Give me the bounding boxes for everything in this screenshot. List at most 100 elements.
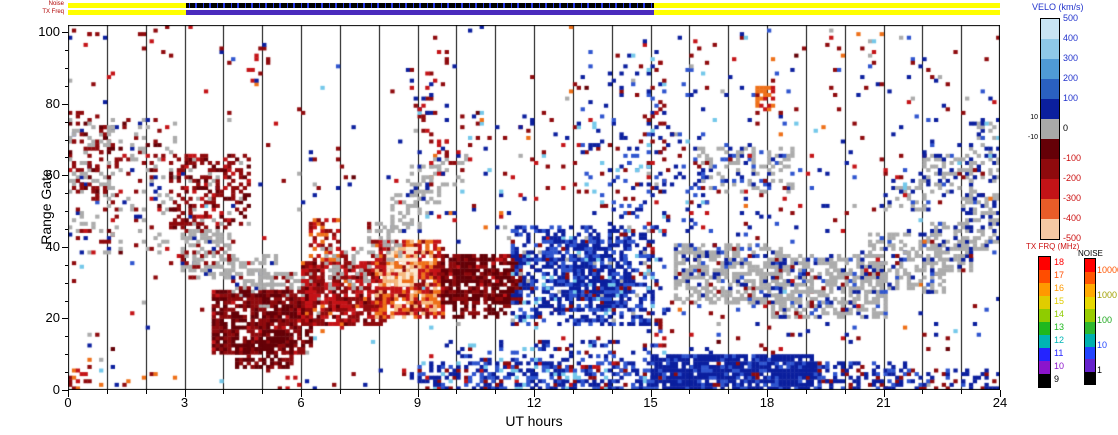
velocity-tick-label: -400 bbox=[1063, 213, 1082, 223]
rti-data-canvas bbox=[68, 25, 1000, 390]
noise-strip-segment bbox=[654, 3, 1000, 8]
noise-tick-label: 100 bbox=[1097, 314, 1113, 325]
noise-tick-label: 1 bbox=[1097, 364, 1103, 375]
y-tick bbox=[65, 211, 68, 212]
txfreq-strip-segment bbox=[68, 10, 187, 15]
x-tick-label: 12 bbox=[526, 395, 542, 410]
x-tick bbox=[1000, 390, 1001, 397]
noise-strip-segment bbox=[68, 3, 187, 8]
y-tick-label: 80 bbox=[45, 95, 60, 111]
x-tick-label: 21 bbox=[876, 395, 891, 410]
x-tick bbox=[612, 390, 613, 394]
velocity-colorbar-segment bbox=[1041, 59, 1059, 79]
x-tick-label: 3 bbox=[180, 395, 189, 410]
x-tick-label: 0 bbox=[64, 395, 72, 410]
noise-colorbar-segment bbox=[1085, 284, 1095, 297]
txfreq-strip bbox=[68, 10, 1000, 15]
velocity-colorbar-segment bbox=[1041, 99, 1059, 119]
y-tick-label: 40 bbox=[45, 238, 60, 254]
x-tick-label: 18 bbox=[759, 395, 775, 410]
txfreq-colorbar-segment bbox=[1039, 361, 1050, 374]
x-tick bbox=[845, 390, 846, 394]
velocity-colorbar-segment bbox=[1041, 179, 1059, 199]
velocity-colorbar-segment bbox=[1041, 159, 1059, 179]
txfreq-tick-label: 13 bbox=[1054, 322, 1065, 332]
velocity-tick-label: 300 bbox=[1063, 53, 1079, 63]
noise-strip bbox=[68, 3, 1000, 8]
velocity-colorbar-segment bbox=[1041, 219, 1059, 239]
velocity-tick-label: 200 bbox=[1063, 73, 1079, 83]
velocity-colorbar-segment bbox=[1041, 39, 1059, 59]
noise-colorbar-segment bbox=[1085, 321, 1095, 334]
txfreq-tick-label: 15 bbox=[1054, 296, 1065, 306]
velocity-colorbar-segment bbox=[1041, 119, 1059, 139]
y-tick bbox=[65, 372, 68, 373]
velocity-colorbar-segment bbox=[1041, 79, 1059, 99]
noise-colorbar-segment bbox=[1085, 259, 1095, 272]
noise-colorbar-segment bbox=[1085, 359, 1095, 372]
txfreq-tick-label: 10 bbox=[1054, 361, 1065, 371]
txfreq-legend-title: TX FRQ (MHz) bbox=[1026, 242, 1080, 251]
velocity-inner-label: -10 bbox=[1027, 134, 1038, 141]
txfreq-colorbar-segment bbox=[1039, 257, 1050, 270]
y-tick bbox=[65, 86, 68, 87]
txfreq-tick-label: 17 bbox=[1054, 270, 1065, 280]
txfreq-colorbar-segment bbox=[1039, 296, 1050, 309]
y-tick bbox=[62, 104, 68, 105]
velocity-colorbar-segment bbox=[1041, 139, 1059, 159]
txfreq-colorbar-segment bbox=[1039, 270, 1050, 283]
velocity-tick-label: -200 bbox=[1063, 173, 1082, 183]
noise-tick-label: 1000 bbox=[1097, 289, 1118, 300]
velocity-tick-label: 0 bbox=[1063, 123, 1069, 133]
x-tick bbox=[806, 390, 807, 394]
noise-tick-label: 10000 bbox=[1097, 264, 1118, 275]
velocity-legend-title: VELO (km/s) bbox=[1032, 2, 1084, 12]
y-tick bbox=[65, 68, 68, 69]
y-tick bbox=[65, 301, 68, 302]
txfreq-tick-label: 18 bbox=[1054, 257, 1065, 267]
velocity-colorbar-segment bbox=[1041, 19, 1059, 39]
velocity-tick-label: -100 bbox=[1063, 153, 1082, 163]
txfreq-tick-label: 14 bbox=[1054, 309, 1065, 319]
x-tick bbox=[418, 390, 419, 397]
y-tick bbox=[65, 140, 68, 141]
y-tick bbox=[62, 318, 68, 319]
noise-colorbar-segment bbox=[1085, 271, 1095, 284]
txfreq-strip-label: TX Freq bbox=[42, 9, 64, 15]
y-tick-label: 0 bbox=[52, 382, 60, 397]
y-tick-label: 60 bbox=[45, 167, 60, 183]
noise-strip-label: Noise bbox=[48, 1, 64, 7]
x-tick-label: 6 bbox=[297, 395, 305, 410]
noise-legend-title: NOISE bbox=[1078, 249, 1103, 258]
y-tick bbox=[65, 336, 68, 337]
y-tick bbox=[62, 247, 68, 248]
noise-colorbar-segment bbox=[1085, 309, 1095, 322]
x-tick bbox=[68, 390, 69, 397]
x-tick bbox=[922, 390, 923, 394]
y-tick bbox=[65, 122, 68, 123]
velocity-tick-label: 100 bbox=[1063, 93, 1079, 103]
velocity-tick-label: -500 bbox=[1063, 233, 1082, 243]
txfreq-tick-label: 9 bbox=[1054, 374, 1060, 384]
txfreq-colorbar-segment bbox=[1039, 322, 1050, 335]
txfreq-strip-segment bbox=[186, 10, 655, 15]
y-tick bbox=[65, 229, 68, 230]
txfreq-colorbar-segment bbox=[1039, 309, 1050, 322]
x-tick bbox=[573, 390, 574, 394]
velocity-tick-label: 500 bbox=[1063, 13, 1079, 23]
x-tick bbox=[379, 390, 380, 394]
x-tick bbox=[107, 390, 108, 394]
x-tick bbox=[340, 390, 341, 394]
noise-colorbar-segment bbox=[1085, 296, 1095, 309]
y-tick bbox=[62, 32, 68, 33]
txfreq-tick-label: 16 bbox=[1054, 283, 1065, 293]
velocity-colorbar bbox=[1040, 18, 1060, 240]
x-axis-title: UT hours bbox=[505, 413, 563, 429]
x-tick bbox=[223, 390, 224, 394]
txfreq-colorbar-segment bbox=[1039, 348, 1050, 361]
txfreq-colorbar-segment bbox=[1039, 283, 1050, 296]
y-tick bbox=[65, 265, 68, 266]
velocity-tick-label: -300 bbox=[1063, 193, 1082, 203]
x-tick bbox=[301, 390, 302, 397]
